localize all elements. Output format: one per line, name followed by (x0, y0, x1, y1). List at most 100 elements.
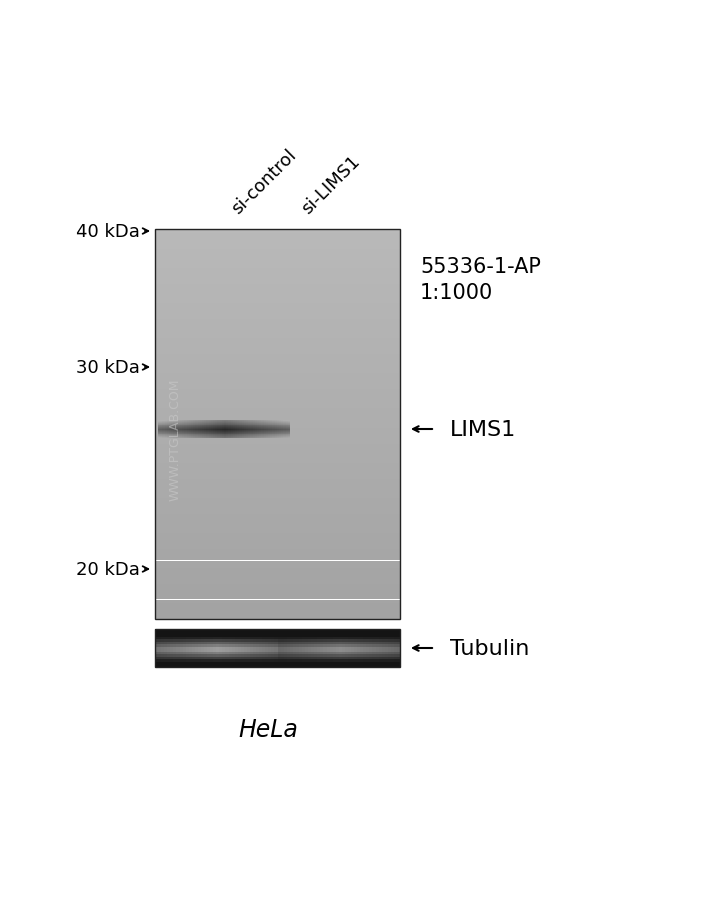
Bar (296, 630, 299, 631)
Bar (335, 649, 339, 652)
Bar (321, 647, 323, 649)
Bar (186, 637, 189, 640)
Bar (342, 649, 345, 652)
Text: WWW.PTGLAB.COM: WWW.PTGLAB.COM (169, 378, 181, 501)
Bar (192, 652, 195, 655)
Bar (204, 655, 207, 658)
Bar (293, 637, 296, 640)
Bar (192, 655, 195, 658)
Bar (183, 647, 186, 649)
Bar (222, 649, 225, 652)
Bar (225, 658, 229, 659)
Bar (155, 471, 400, 475)
Bar (207, 634, 210, 637)
Bar (192, 642, 195, 645)
Bar (275, 647, 277, 649)
Bar (170, 630, 174, 631)
Bar (311, 640, 314, 642)
Bar (183, 631, 186, 634)
Bar (262, 645, 265, 647)
Bar (225, 630, 229, 631)
Bar (186, 665, 189, 667)
Bar (296, 665, 299, 667)
Bar (155, 659, 158, 662)
Bar (268, 662, 271, 665)
Bar (275, 645, 277, 647)
Bar (195, 640, 198, 642)
Bar (256, 637, 259, 640)
Bar (280, 640, 284, 642)
Bar (268, 658, 271, 659)
Bar (323, 647, 326, 649)
Bar (376, 647, 378, 649)
Bar (155, 234, 400, 237)
Bar (305, 645, 308, 647)
Bar (161, 642, 164, 645)
Bar (314, 662, 317, 665)
Bar (277, 645, 280, 647)
Bar (275, 640, 277, 642)
Bar (287, 655, 289, 658)
Bar (369, 642, 373, 645)
Bar (317, 645, 321, 647)
Bar (192, 631, 195, 634)
Bar (277, 662, 280, 665)
Bar (388, 658, 391, 659)
Bar (155, 565, 400, 568)
Bar (247, 642, 250, 645)
Bar (333, 630, 335, 631)
Bar (360, 640, 364, 642)
Bar (308, 659, 311, 662)
Bar (330, 665, 333, 667)
Bar (195, 649, 198, 652)
Bar (293, 655, 296, 658)
Bar (155, 390, 400, 393)
Bar (216, 652, 220, 655)
Bar (155, 541, 400, 546)
Bar (186, 649, 189, 652)
Bar (391, 640, 394, 642)
Bar (158, 647, 161, 649)
Bar (176, 665, 179, 667)
Text: 40 kDa: 40 kDa (76, 223, 140, 241)
Bar (241, 658, 244, 659)
Bar (179, 658, 183, 659)
Bar (155, 331, 400, 335)
Bar (210, 665, 213, 667)
Bar (238, 637, 241, 640)
Bar (385, 658, 388, 659)
Bar (155, 296, 400, 299)
Bar (293, 645, 296, 647)
Bar (183, 637, 186, 640)
Bar (164, 649, 167, 652)
Bar (284, 659, 287, 662)
Bar (161, 658, 164, 659)
Bar (289, 658, 293, 659)
Bar (198, 649, 201, 652)
Bar (225, 659, 229, 662)
Bar (366, 647, 369, 649)
Bar (330, 655, 333, 658)
Bar (256, 659, 259, 662)
Bar (354, 649, 357, 652)
Bar (155, 284, 400, 288)
Bar (232, 665, 234, 667)
Bar (259, 631, 262, 634)
Bar (247, 634, 250, 637)
Bar (364, 658, 366, 659)
Bar (198, 642, 201, 645)
Bar (302, 630, 305, 631)
Bar (204, 658, 207, 659)
Bar (268, 645, 271, 647)
Bar (271, 640, 275, 642)
Bar (174, 640, 176, 642)
Bar (311, 655, 314, 658)
Bar (333, 658, 335, 659)
Bar (179, 647, 183, 649)
Bar (256, 631, 259, 634)
Bar (323, 631, 326, 634)
Bar (302, 647, 305, 649)
Bar (333, 637, 335, 640)
Bar (198, 630, 201, 631)
Bar (256, 647, 259, 649)
